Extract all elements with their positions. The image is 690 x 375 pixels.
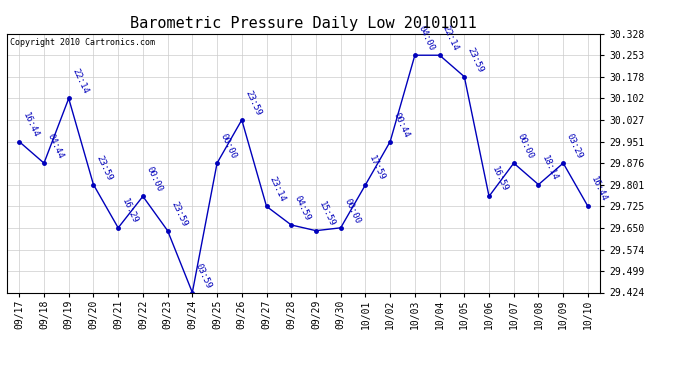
Text: 04:44: 04:44 xyxy=(46,132,65,160)
Text: 16:44: 16:44 xyxy=(21,111,40,139)
Text: 23:59: 23:59 xyxy=(243,89,263,117)
Text: 23:14: 23:14 xyxy=(268,176,288,204)
Text: Copyright 2010 Cartronics.com: Copyright 2010 Cartronics.com xyxy=(10,38,155,46)
Text: 22:14: 22:14 xyxy=(441,24,460,52)
Text: 23:59: 23:59 xyxy=(169,200,188,228)
Text: 16:59: 16:59 xyxy=(491,165,510,194)
Text: 03:59: 03:59 xyxy=(194,261,213,290)
Text: 15:59: 15:59 xyxy=(317,200,337,228)
Text: 03:29: 03:29 xyxy=(564,132,584,160)
Text: 04:59: 04:59 xyxy=(293,194,312,222)
Text: 23:59: 23:59 xyxy=(466,46,485,74)
Text: 17:59: 17:59 xyxy=(367,154,386,182)
Text: 00:44: 00:44 xyxy=(391,111,411,139)
Text: 23:59: 23:59 xyxy=(95,154,115,182)
Text: 16:44: 16:44 xyxy=(589,176,609,204)
Text: 00:00: 00:00 xyxy=(219,132,238,160)
Text: 22:14: 22:14 xyxy=(70,68,90,96)
Text: 00:00: 00:00 xyxy=(342,197,362,225)
Text: 04:00: 04:00 xyxy=(416,24,436,52)
Title: Barometric Pressure Daily Low 20101011: Barometric Pressure Daily Low 20101011 xyxy=(130,16,477,31)
Text: 00:00: 00:00 xyxy=(515,132,535,160)
Text: 00:00: 00:00 xyxy=(144,165,164,194)
Text: 16:29: 16:29 xyxy=(119,197,139,225)
Text: 18:14: 18:14 xyxy=(540,154,560,182)
